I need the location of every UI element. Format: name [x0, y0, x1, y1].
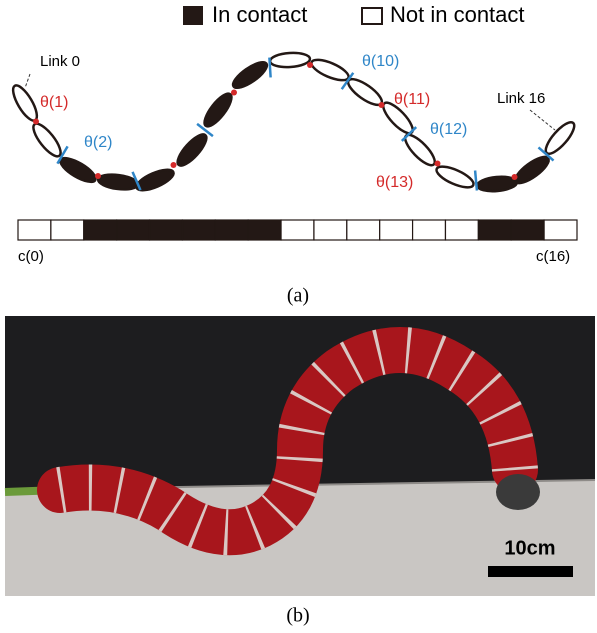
joint-label: θ(12) [430, 121, 467, 138]
figure: In contact Not in contact Link 0 Link 16… [0, 0, 597, 633]
contact-cell [150, 220, 183, 240]
leader [25, 74, 30, 88]
link-label: Link 16 [497, 90, 545, 107]
contact-cell [84, 220, 117, 240]
link [200, 90, 236, 130]
link [9, 82, 41, 124]
joint-axis [512, 174, 518, 180]
contact-cell [215, 220, 248, 240]
joint-label: θ(10) [362, 53, 399, 70]
contact-cell [544, 220, 577, 240]
contact-cell [248, 220, 281, 240]
joint-axis [95, 173, 101, 179]
joint-axis [171, 162, 177, 168]
joint-axis [269, 58, 270, 78]
joint-label: θ(11) [394, 91, 430, 108]
link [97, 172, 138, 191]
snake-diagram [9, 52, 579, 195]
caption: (a) [287, 285, 309, 307]
contact-bar [18, 220, 577, 240]
photo: 10cm [5, 316, 595, 596]
link [476, 175, 517, 193]
joint-axis [231, 90, 237, 96]
link [512, 153, 553, 188]
contact-cell [511, 220, 544, 240]
contact-cell [314, 220, 347, 240]
contact-cell [380, 220, 413, 240]
link [434, 163, 476, 192]
legend-swatch-contact [183, 6, 203, 25]
contact-label: c(16) [536, 248, 570, 265]
link-label: Link 0 [40, 53, 80, 70]
snake-head [496, 474, 540, 510]
link [29, 120, 65, 160]
scale-label: 10cm [504, 537, 555, 559]
link [309, 56, 351, 85]
contact-cell [478, 220, 511, 240]
joint-label: θ(2) [84, 134, 112, 151]
leader [530, 110, 555, 130]
caption: (b) [286, 605, 309, 627]
joint-axis [307, 62, 313, 68]
contact-cell [182, 220, 215, 240]
joint-axis [379, 102, 385, 108]
link [57, 154, 99, 186]
contact-cell [347, 220, 380, 240]
contact-label: c(0) [18, 248, 44, 265]
link [173, 130, 210, 169]
joint-axis [475, 171, 477, 191]
link [230, 58, 271, 92]
legend-swatch-free [362, 8, 382, 24]
contact-cell [117, 220, 150, 240]
contact-cell [445, 220, 478, 240]
legend-free: Not in contact [390, 2, 525, 27]
contact-cell [51, 220, 84, 240]
joint-axis [435, 161, 441, 167]
contact-cell [18, 220, 51, 240]
scale-bar [488, 566, 573, 577]
contact-cell [281, 220, 314, 240]
joint-label: θ(1) [40, 94, 68, 111]
legend-contact: In contact [212, 2, 307, 27]
joint-label: θ(13) [376, 174, 413, 191]
link [270, 52, 311, 68]
contact-cell [413, 220, 446, 240]
joint-axis [33, 119, 39, 125]
